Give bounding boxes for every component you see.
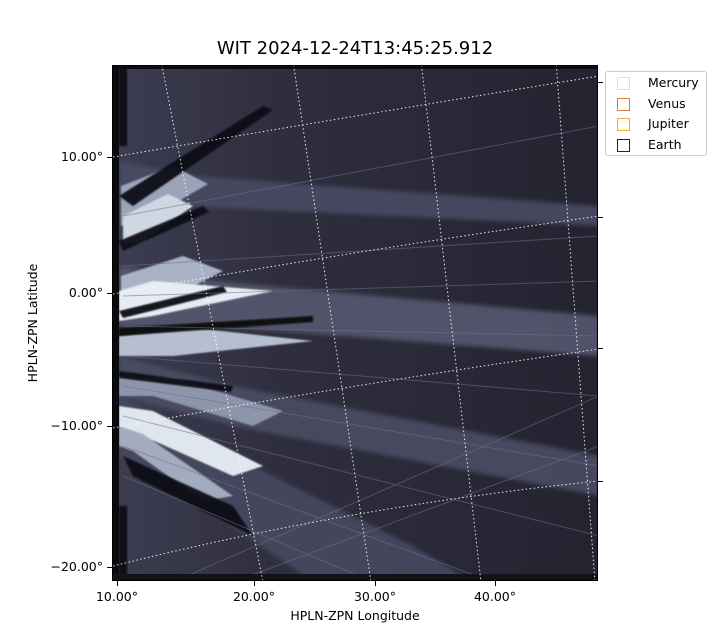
right-tick-mark — [598, 217, 603, 218]
legend: Mercury Venus Jupiter Earth — [605, 71, 707, 156]
right-tick-mark — [598, 348, 603, 349]
y-tick-label: −10.00° — [50, 418, 103, 433]
legend-swatch — [617, 139, 630, 152]
legend-item-earth: Earth — [606, 136, 706, 154]
x-tick-label: 30.00° — [353, 589, 397, 604]
solar-wind-image — [113, 66, 597, 580]
x-tick-mark — [254, 581, 255, 586]
legend-item-venus: Venus — [606, 95, 706, 113]
x-tick-label: 40.00° — [473, 589, 517, 604]
right-tick-mark — [598, 481, 603, 482]
image-plot-area[interactable] — [112, 65, 598, 581]
x-tick-mark — [117, 581, 118, 586]
plot-title: WIT 2024-12-24T13:45:25.912 — [216, 38, 494, 59]
x-tick-label: 10.00° — [95, 589, 139, 604]
y-tick-label: −20.00° — [50, 559, 103, 574]
legend-label: Venus — [648, 96, 686, 111]
legend-item-mercury: Mercury — [606, 74, 706, 92]
legend-item-jupiter: Jupiter — [606, 115, 706, 133]
y-tick-label: 10.00° — [60, 149, 103, 164]
x-tick-label: 20.00° — [232, 589, 276, 604]
legend-label: Earth — [648, 137, 682, 152]
legend-swatch — [617, 77, 630, 90]
y-axis-title: HPLN-ZPN Latitude — [25, 263, 40, 383]
x-axis-title: HPLN-ZPN Longitude — [290, 608, 420, 623]
legend-swatch — [617, 98, 630, 111]
y-tick-mark — [107, 293, 112, 294]
legend-label: Mercury — [648, 75, 699, 90]
legend-swatch — [617, 118, 630, 131]
y-tick-mark — [107, 426, 112, 427]
right-tick-mark — [598, 82, 603, 83]
y-tick-mark — [107, 567, 112, 568]
y-tick-mark — [107, 157, 112, 158]
y-tick-label: 0.00° — [68, 285, 103, 300]
x-tick-mark — [375, 581, 376, 586]
x-tick-mark — [495, 581, 496, 586]
legend-label: Jupiter — [648, 116, 689, 131]
